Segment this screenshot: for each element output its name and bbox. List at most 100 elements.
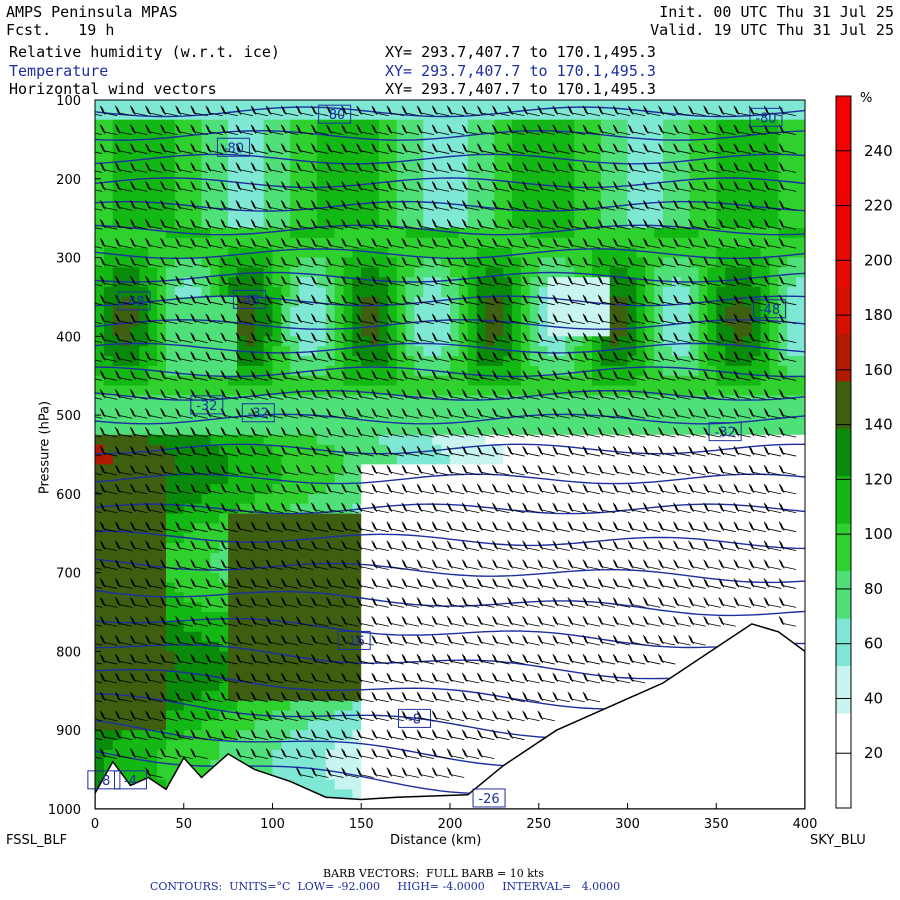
rh-cell xyxy=(503,415,513,426)
rh-cell xyxy=(370,779,380,790)
rh-cell xyxy=(166,552,176,564)
rh-cell xyxy=(219,533,229,544)
rh-cell xyxy=(396,237,407,249)
rh-cell xyxy=(192,572,203,584)
rh-cell xyxy=(272,641,282,653)
rh-cell xyxy=(272,552,282,564)
rh-cell xyxy=(254,208,265,219)
rh-cell xyxy=(485,356,495,367)
rh-cell xyxy=(423,523,433,534)
rh-cell xyxy=(361,730,371,741)
rh-cell xyxy=(192,237,203,249)
rh-cell xyxy=(379,434,389,446)
rh-cell xyxy=(663,109,673,121)
rh-cell xyxy=(201,710,211,721)
rh-cell xyxy=(565,454,575,465)
rh-cell xyxy=(494,159,504,170)
rh-cell xyxy=(521,513,531,525)
rh-cell xyxy=(485,119,495,131)
rh-cell xyxy=(148,375,158,387)
rh-cell xyxy=(645,395,655,406)
rh-cell xyxy=(343,592,353,603)
rh-cell xyxy=(636,306,646,318)
rh-cell xyxy=(352,680,362,692)
rh-cell xyxy=(680,178,691,190)
rh-cell xyxy=(379,552,389,564)
rh-cell xyxy=(441,543,451,554)
rh-cell xyxy=(405,710,416,721)
rh-cell xyxy=(680,247,691,259)
rh-cell xyxy=(139,306,149,318)
rh-cell xyxy=(387,336,398,347)
rh-cell xyxy=(680,198,691,209)
rh-cell xyxy=(379,405,389,416)
rh-cell xyxy=(618,218,629,229)
rh-cell xyxy=(148,159,158,170)
rh-cell xyxy=(174,139,185,150)
rh-cell xyxy=(166,405,176,416)
rh-cell xyxy=(281,198,291,209)
rh-cell xyxy=(379,129,389,140)
rh-cell xyxy=(396,641,407,653)
rh-cell xyxy=(379,306,389,318)
rh-cell xyxy=(370,434,380,446)
rh-cell xyxy=(299,257,309,269)
rh-cell xyxy=(387,149,398,160)
rh-cell xyxy=(592,267,602,278)
rh-cell xyxy=(494,612,504,623)
rh-cell xyxy=(325,208,336,219)
rh-cell xyxy=(485,700,495,712)
rh-cell xyxy=(512,247,522,259)
rh-cell xyxy=(290,326,300,337)
rh-cell xyxy=(334,326,345,337)
rh-cell xyxy=(414,356,424,367)
rh-cell xyxy=(308,661,318,672)
rh-cell xyxy=(272,759,282,771)
rh-cell xyxy=(308,690,318,702)
rh-cell xyxy=(379,424,389,436)
rh-cell xyxy=(166,257,176,269)
rh-cell xyxy=(476,218,487,229)
rh-cell xyxy=(405,533,416,544)
rh-cell xyxy=(396,267,407,278)
rh-cell xyxy=(183,139,194,150)
rh-cell xyxy=(538,277,549,288)
rh-cell xyxy=(263,562,274,574)
rh-cell xyxy=(281,533,291,544)
rh-cell xyxy=(583,277,593,288)
rh-cell xyxy=(95,503,105,515)
rh-cell xyxy=(565,188,575,200)
rh-cell xyxy=(654,552,664,564)
rh-cell xyxy=(698,484,708,495)
rh-cell xyxy=(121,218,132,229)
rh-cell xyxy=(139,700,149,712)
rh-cell xyxy=(272,257,282,269)
rh-cell xyxy=(618,484,629,495)
rh-cell xyxy=(432,424,442,436)
rh-cell xyxy=(618,415,629,426)
rh-cell xyxy=(583,641,593,653)
rh-cell xyxy=(183,247,194,259)
rh-cell xyxy=(618,296,629,308)
rh-cell xyxy=(432,109,442,121)
rh-cell xyxy=(219,228,229,239)
rh-cell xyxy=(130,749,140,761)
rh-cell xyxy=(130,198,140,209)
rh-cell xyxy=(618,316,629,328)
rh-cell xyxy=(476,582,487,593)
rh-cell xyxy=(130,247,140,259)
rh-cell xyxy=(405,513,416,525)
rh-cell xyxy=(405,769,416,781)
rh-cell xyxy=(521,336,531,347)
rh-cell xyxy=(467,119,478,131)
rh-cell xyxy=(174,720,185,731)
rh-cell xyxy=(237,178,247,190)
rh-cell xyxy=(103,484,114,495)
rh-cell xyxy=(583,287,593,298)
rh-cell xyxy=(237,533,247,544)
rh-cell xyxy=(467,690,478,702)
rh-cell xyxy=(166,326,176,337)
rh-cell xyxy=(343,759,353,771)
rh-cell xyxy=(671,247,682,259)
rh-cell xyxy=(334,641,345,653)
